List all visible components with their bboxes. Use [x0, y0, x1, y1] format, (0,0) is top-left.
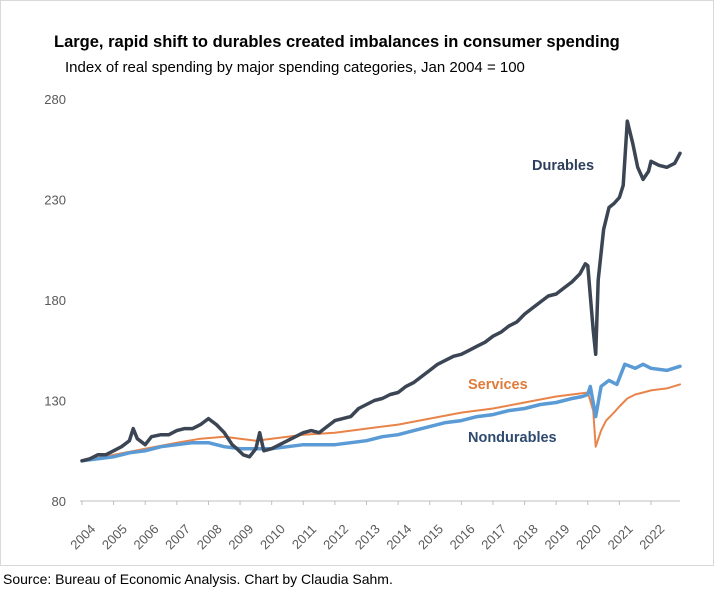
x-tick-label: 2014: [383, 521, 414, 552]
series-line-durables: [80, 119, 682, 463]
x-tick-label: 2004: [67, 521, 98, 552]
y-tick-label: 230: [44, 193, 66, 208]
source-note: Source: Bureau of Economic Analysis. Cha…: [3, 571, 393, 587]
x-tick-label: 2007: [162, 521, 193, 552]
x-tick-label: 2009: [225, 521, 256, 552]
series-label-nondurables: Nondurables: [468, 430, 557, 446]
series-label-durables: Durables: [532, 158, 594, 174]
x-axis: 2004 2005 2006 2007 2008 2009 2010 2011 2012 2013…: [67, 501, 667, 552]
x-tick-label: 2015: [415, 521, 446, 552]
y-tick-label: 80: [52, 494, 66, 509]
x-tick-label: 2018: [510, 521, 541, 552]
x-tick-label: 2012: [320, 521, 351, 552]
x-tick-label: 2019: [541, 521, 572, 552]
x-tick-label: 2021: [605, 521, 636, 552]
series-label-services: Services: [468, 377, 528, 393]
x-tick-label: 2017: [478, 521, 509, 552]
y-tick-label: 180: [44, 293, 66, 308]
y-axis: 80 130 180 230 280: [44, 92, 66, 509]
x-tick-label: 2016: [447, 521, 478, 552]
chart-title: Large, rapid shift to durables created i…: [54, 33, 620, 51]
series-lines: [80, 119, 682, 463]
x-tick-label: 2006: [131, 521, 162, 552]
chart-subtitle: Index of real spending by major spending…: [65, 59, 525, 76]
y-tick-label: 280: [44, 92, 66, 107]
x-tick-label: 2005: [99, 521, 130, 552]
x-tick-label: 2011: [289, 522, 319, 552]
chart-frame: [0, 0, 714, 566]
x-tick-label: 2008: [194, 521, 225, 552]
y-tick-label: 130: [44, 394, 66, 409]
series-labels: Durables Services Nondurables: [468, 158, 594, 446]
x-tick-label: 2010: [257, 521, 288, 552]
series-line-services: [81, 383, 681, 462]
x-tick-label: 2022: [636, 521, 667, 552]
x-tick-label: 2013: [352, 521, 383, 552]
x-tick-label: 2020: [573, 521, 604, 552]
series-line-nondurables: [80, 362, 682, 463]
